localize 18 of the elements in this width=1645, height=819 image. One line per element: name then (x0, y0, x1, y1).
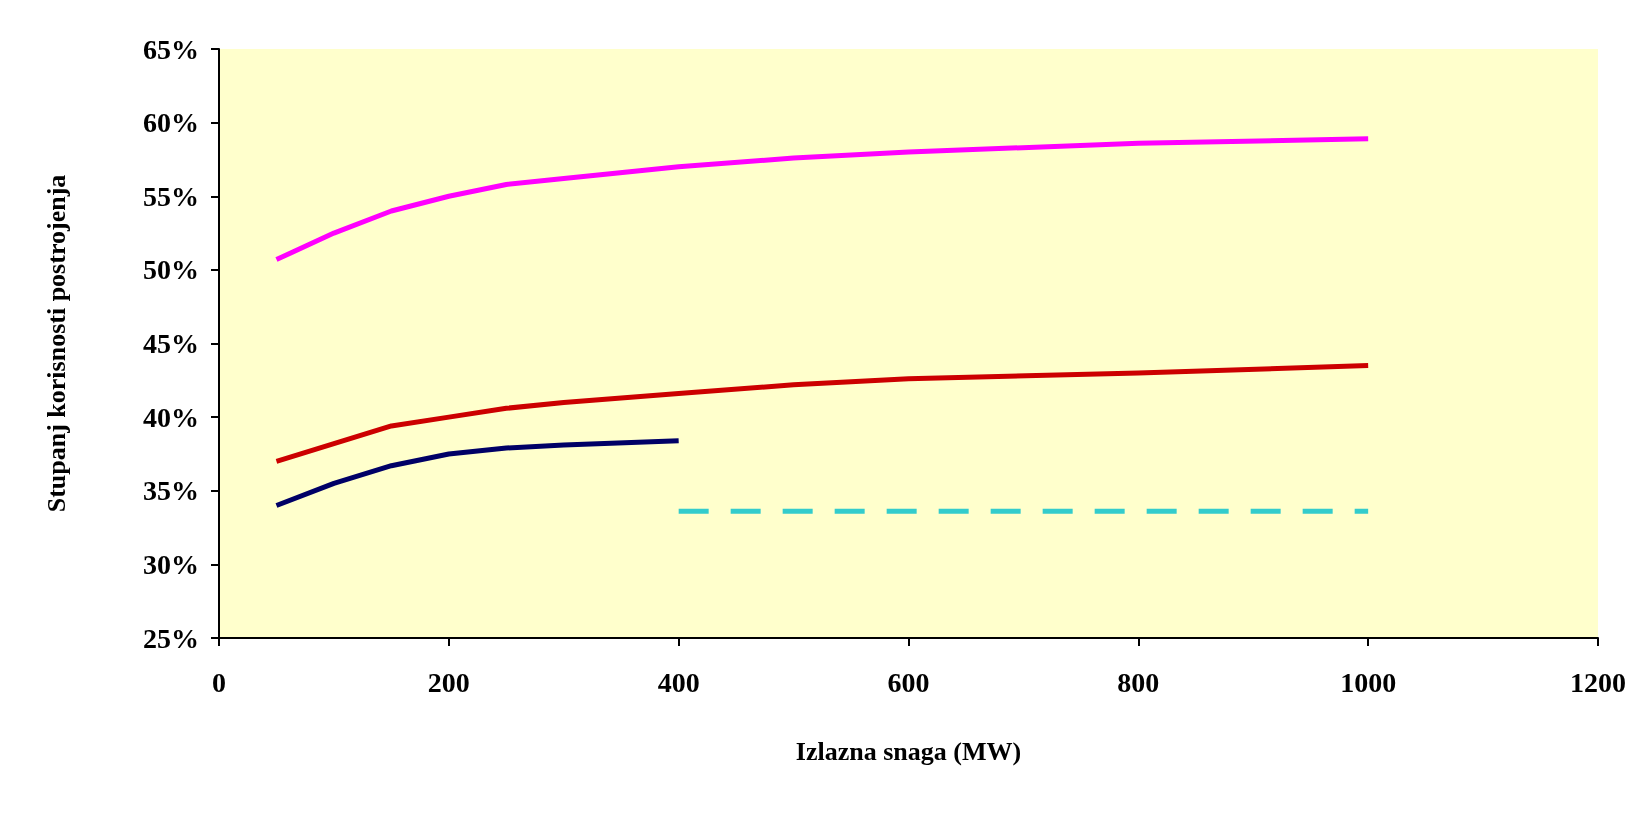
y-tick-label: 45% (143, 328, 199, 359)
y-tick-label: 60% (143, 107, 199, 139)
y-tick-label: 40% (143, 401, 199, 433)
y-tick-label: 65% (143, 33, 199, 65)
x-tick-label: 200 (427, 666, 470, 698)
x-tick-label: 400 (657, 666, 700, 698)
y-tick-label: 30% (143, 548, 199, 580)
x-tick-label: 800 (1117, 666, 1160, 698)
y-tick-label: 55% (143, 180, 199, 212)
x-tick-label: 600 (887, 666, 930, 698)
y-axis-title: Stupanj korisnosti postrojenja (41, 174, 71, 513)
x-tick-label: 1000 (1340, 666, 1397, 698)
x-tick-label: 1200 (1570, 666, 1626, 698)
y-tick-label: 35% (143, 475, 199, 507)
y-tick-label: 25% (143, 622, 199, 654)
x-tick-label: 0 (212, 666, 226, 698)
y-tick-label: 50% (143, 254, 199, 286)
x-axis-title: Izlazna snaga (MW) (795, 736, 1022, 766)
